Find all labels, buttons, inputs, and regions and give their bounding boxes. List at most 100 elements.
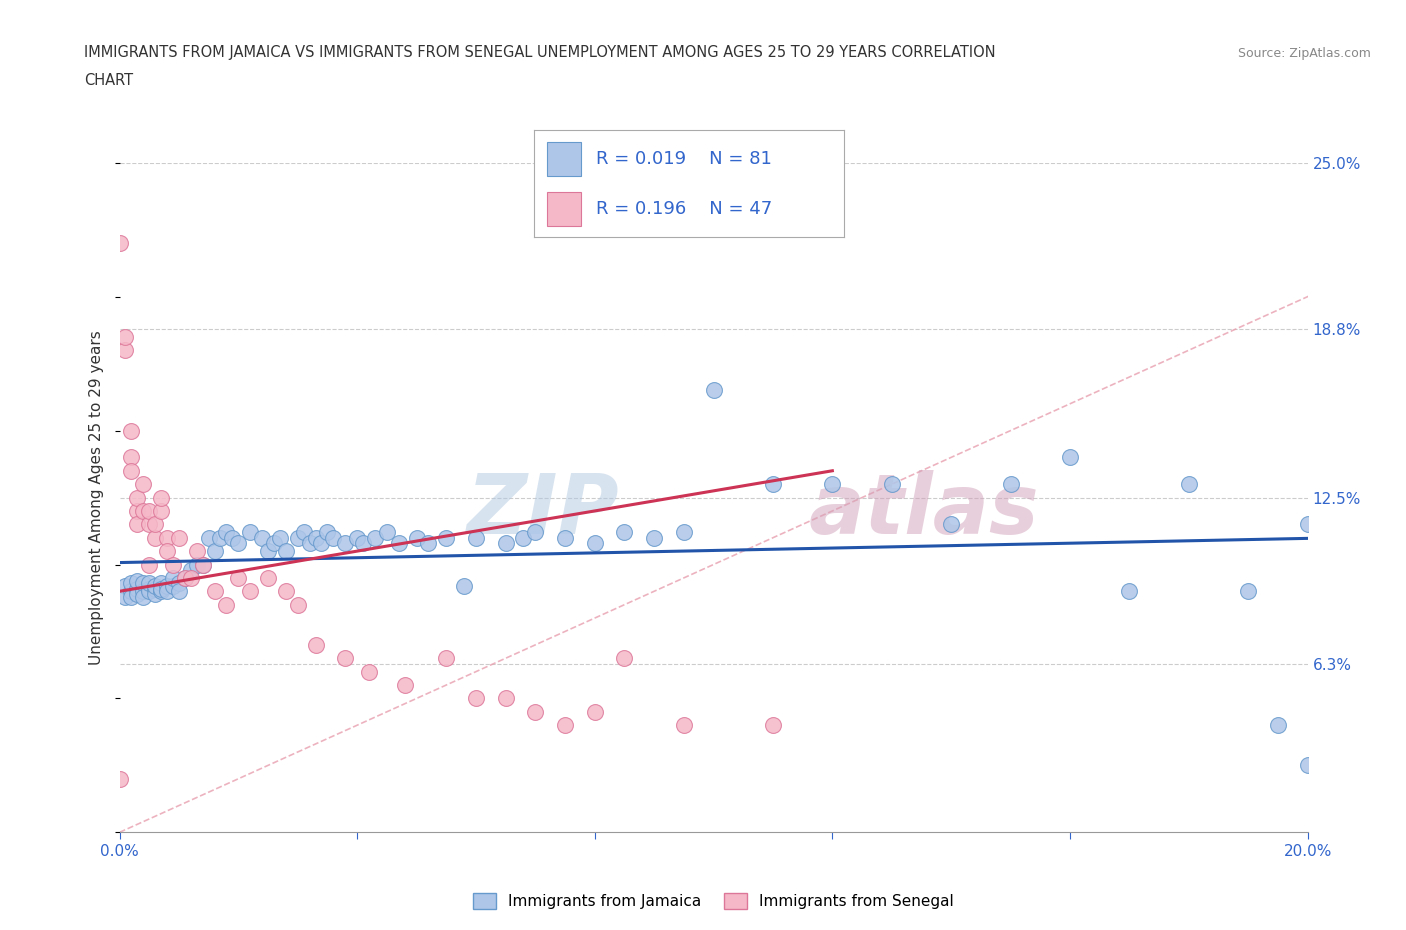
Point [1237,584,1260,599]
Point [405,530,427,545]
Point [156,544,179,559]
Point [150,503,173,518]
Point [150,576,173,591]
Point [583,704,606,719]
Point [127,587,149,602]
Point [311,536,333,551]
Point [120,463,142,478]
Point [127,490,149,505]
Point [127,581,149,596]
Point [186,544,208,559]
Point [180,570,202,585]
Point [672,525,695,539]
Point [554,530,576,545]
Point [263,536,285,551]
Text: Source: ZipAtlas.com: Source: ZipAtlas.com [1237,47,1371,60]
Point [298,536,321,551]
Point [274,584,297,599]
Point [287,530,309,545]
Point [138,503,160,518]
Point [762,718,785,733]
Point [239,584,262,599]
Point [304,637,326,652]
Point [138,517,160,532]
Point [583,536,606,551]
Point [120,584,142,599]
Point [643,530,665,545]
Point [108,771,131,786]
Point [1178,477,1201,492]
Point [1059,450,1081,465]
Point [191,557,214,572]
Text: atlas: atlas [808,471,1039,551]
Point [191,557,214,572]
Point [150,490,173,505]
Point [292,525,315,539]
Point [257,544,280,559]
Point [120,450,142,465]
Point [114,578,136,593]
Point [357,664,380,679]
Text: IMMIGRANTS FROM JAMAICA VS IMMIGRANTS FROM SENEGAL UNEMPLOYMENT AMONG AGES 25 TO: IMMIGRANTS FROM JAMAICA VS IMMIGRANTS FR… [84,46,995,60]
Point [204,544,226,559]
Point [672,718,695,733]
Point [114,590,136,604]
Point [880,477,903,492]
Point [150,581,173,596]
Point [180,563,202,578]
Point [150,584,173,599]
Point [394,678,416,693]
Point [388,536,411,551]
Point [364,530,387,545]
Point [138,584,160,599]
FancyBboxPatch shape [547,193,581,227]
Point [495,536,517,551]
Point [939,517,962,532]
Point [127,517,149,532]
Point [132,590,155,604]
Point [464,530,486,545]
Point [138,557,160,572]
Point [1118,584,1140,599]
Point [120,423,142,438]
Point [143,587,166,602]
Point [250,530,273,545]
Point [1267,718,1289,733]
Point [204,584,226,599]
Point [434,651,457,666]
FancyBboxPatch shape [547,142,581,176]
Point [215,525,238,539]
Point [453,578,475,593]
Point [287,597,309,612]
Point [156,584,179,599]
Point [554,718,576,733]
Point [162,578,184,593]
Point [221,530,243,545]
Text: R = 0.019    N = 81: R = 0.019 N = 81 [596,150,772,168]
Text: R = 0.196    N = 47: R = 0.196 N = 47 [596,200,772,219]
Point [613,525,636,539]
Point [613,651,636,666]
Point [239,525,262,539]
Point [186,557,208,572]
Point [228,570,250,585]
Point [114,329,136,344]
Point [322,530,344,545]
Point [335,651,357,666]
Point [167,530,190,545]
Point [352,536,374,551]
Point [702,383,725,398]
Point [316,525,339,539]
Point [375,525,398,539]
Point [228,536,250,551]
Point [132,584,155,599]
Point [156,530,179,545]
Point [173,570,195,585]
Point [132,576,155,591]
Y-axis label: Unemployment Among Ages 25 to 29 years: Unemployment Among Ages 25 to 29 years [89,330,104,665]
Point [167,576,190,591]
Point [197,530,219,545]
Point [162,570,184,585]
Point [120,576,142,591]
Point [127,503,149,518]
